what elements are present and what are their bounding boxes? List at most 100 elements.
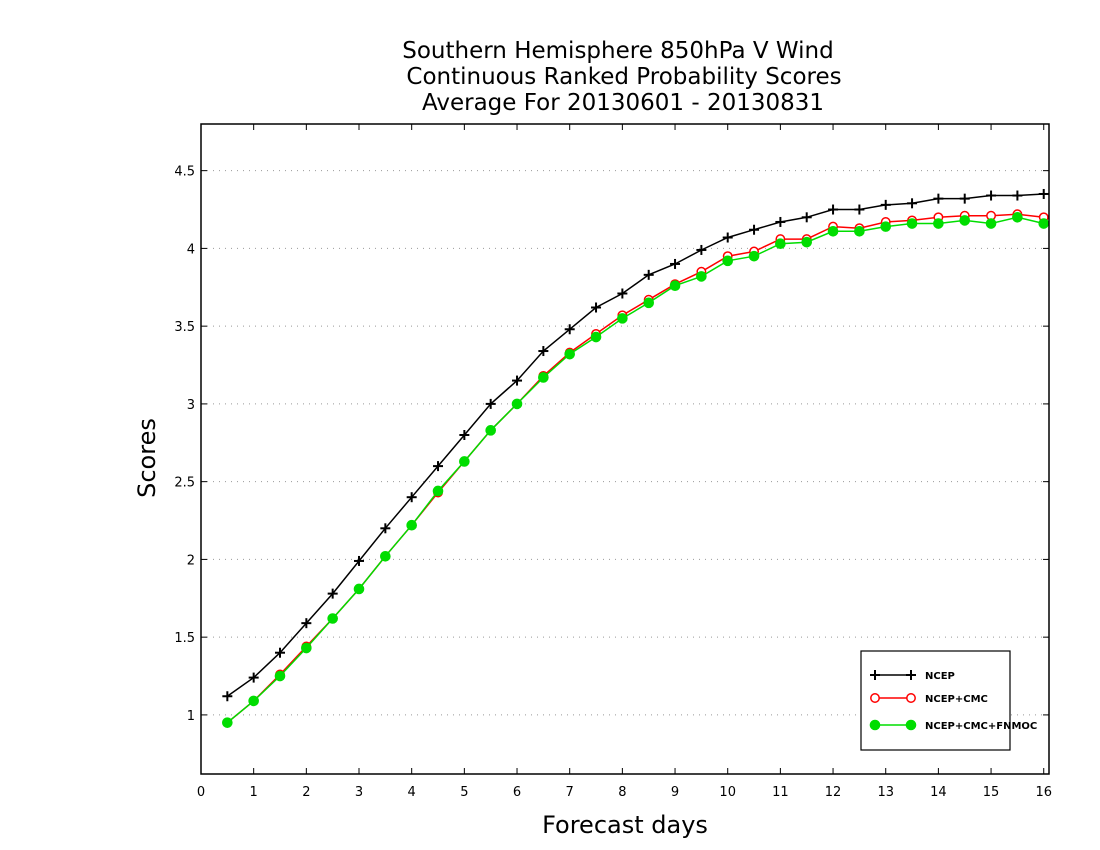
data-point [617, 313, 628, 324]
data-point [748, 250, 760, 262]
data-point [933, 193, 944, 204]
x-tick-label: 13 [877, 785, 894, 800]
data-point [880, 221, 892, 232]
data-point [670, 258, 681, 269]
data-point [722, 255, 734, 267]
legend-marker-end [906, 670, 916, 680]
data-point [591, 302, 602, 313]
data-point [880, 199, 891, 210]
legend-marker-start [870, 670, 880, 680]
data-point [327, 588, 338, 599]
data-point [775, 238, 786, 250]
legend-item: NCEP+CMC [870, 693, 988, 705]
data-point [459, 430, 470, 441]
data-point [959, 215, 971, 226]
x-tick-label: 0 [197, 785, 205, 800]
chart-title-line-3: Average For 20130601 - 20130831 [422, 90, 824, 116]
data-point [669, 280, 681, 292]
data-point [643, 269, 654, 280]
y-tick-label: 4.5 [174, 165, 195, 180]
data-point [959, 193, 970, 204]
data-point [1038, 218, 1050, 229]
data-point [907, 198, 918, 209]
legend-marker-end [905, 719, 917, 731]
x-tick-label: 9 [671, 785, 679, 800]
y-tick-label: 1 [187, 709, 195, 724]
y-axis: 1 1.5 2 2.5 3 3.5 4 4.5 [174, 165, 1049, 724]
data-point [327, 613, 338, 624]
data-point [775, 216, 786, 227]
data-point [749, 224, 760, 235]
data-point [696, 244, 707, 255]
data-point [1038, 188, 1049, 199]
data-point [459, 456, 470, 467]
chart-title: Southern Hemisphere 850hPa V Wind Contin… [402, 38, 841, 116]
data-point [538, 346, 549, 357]
legend: NCEP NCEP+CMC NCEP+CMC+FNMOC [860, 650, 1037, 751]
x-tick-label: 6 [513, 785, 521, 800]
x-axis: 0 1 2 3 4 5 6 7 8 9 10 11 12 13 14 15 16 [197, 124, 1052, 800]
data-point [222, 691, 233, 702]
data-point [301, 642, 312, 654]
x-axis-label: Forecast days [542, 811, 708, 839]
x-tick-label: 1 [250, 785, 258, 800]
data-point [274, 670, 286, 682]
data-point [933, 218, 944, 229]
chart-title-line-2: Continuous Ranked Probability Scores [406, 64, 841, 90]
legend-label: NCEP+CMC [925, 694, 988, 705]
series-line [226, 216, 1044, 724]
series-line [226, 193, 1044, 697]
series-ncep [222, 188, 1049, 702]
data-point [854, 225, 865, 237]
data-point [1012, 212, 1023, 223]
legend-marker-start [869, 719, 881, 731]
y-tick-label: 2.5 [174, 476, 195, 491]
data-point [643, 297, 655, 309]
data-point [353, 583, 365, 595]
data-point [485, 425, 496, 436]
chart-title-line-1: Southern Hemisphere 850hPa V Wind [402, 38, 833, 64]
x-tick-label: 5 [460, 785, 468, 800]
data-point [380, 550, 391, 562]
data-point [512, 375, 523, 386]
y-tick-label: 3.5 [174, 320, 195, 335]
data-point [985, 218, 997, 229]
legend-marker-start [870, 693, 880, 703]
data-point [854, 204, 865, 215]
x-tick-label: 14 [930, 785, 947, 800]
series-ncep-cmc [222, 209, 1049, 728]
series-group [222, 188, 1050, 728]
y-tick-label: 4 [187, 242, 195, 257]
data-point [432, 485, 444, 497]
data-point [275, 647, 286, 658]
data-point [906, 218, 918, 229]
series-line [226, 213, 1044, 724]
data-point [696, 271, 707, 282]
data-point [511, 398, 523, 410]
x-tick-label: 3 [355, 785, 363, 800]
data-point [248, 672, 259, 683]
data-point [828, 204, 839, 215]
data-point [433, 461, 444, 472]
x-tick-label: 15 [983, 785, 1000, 800]
series-ncep-cmc-fnmoc [222, 212, 1050, 728]
data-point [590, 331, 602, 343]
data-point [827, 225, 839, 237]
gridlines [201, 170, 1049, 716]
data-point [406, 492, 417, 503]
legend-item: NCEP [870, 670, 955, 682]
legend-label: NCEP+CMC+FNMOC [925, 721, 1037, 732]
y-tick-label: 3 [187, 398, 195, 413]
x-tick-label: 11 [772, 785, 789, 800]
data-point [986, 190, 997, 201]
data-point [406, 519, 417, 531]
data-point [722, 232, 733, 243]
x-tick-label: 2 [302, 785, 310, 800]
data-point [801, 236, 813, 248]
y-tick-label: 1.5 [174, 631, 195, 646]
y-axis-label: Scores [133, 418, 161, 498]
data-point [564, 324, 575, 335]
data-point [801, 212, 812, 223]
x-tick-label: 16 [1035, 785, 1052, 800]
